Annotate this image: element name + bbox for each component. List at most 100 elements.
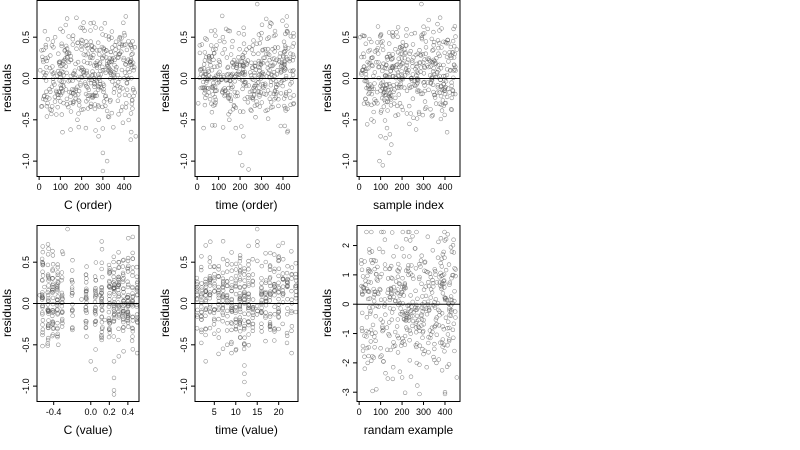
data-point: [451, 321, 456, 326]
data-point: [246, 294, 251, 299]
data-point: [240, 86, 245, 92]
data-point: [212, 331, 217, 336]
data-point: [197, 50, 203, 56]
data-point: [382, 297, 387, 302]
data-point: [391, 306, 396, 312]
data-point: [115, 98, 121, 103]
data-point: [242, 266, 247, 271]
data-point: [451, 26, 456, 32]
data-point: [447, 325, 452, 331]
data-point: [442, 86, 447, 91]
data-point: [451, 55, 457, 60]
data-point: [227, 92, 233, 98]
data-point: [366, 84, 371, 89]
data-point: [417, 262, 422, 267]
data-point: [122, 33, 127, 38]
data-point: [224, 55, 230, 60]
data-point: [92, 274, 98, 279]
data-point: [235, 90, 240, 95]
y-axis-title: residuals: [158, 289, 172, 337]
data-point: [381, 359, 386, 364]
data-point: [213, 33, 218, 38]
data-point: [94, 79, 100, 84]
data-point: [443, 267, 449, 273]
data-point: [284, 14, 290, 19]
data-point: [211, 51, 217, 56]
data-point: [119, 67, 125, 73]
data-point: [291, 68, 296, 73]
data-point: [242, 341, 247, 346]
data-point: [71, 71, 76, 76]
data-point: [360, 68, 365, 73]
data-point: [121, 55, 126, 61]
data-point: [93, 60, 98, 66]
data-point: [199, 340, 204, 346]
data-point: [233, 283, 238, 288]
data-point: [122, 92, 128, 98]
data-point: [250, 328, 255, 333]
data-point: [440, 337, 445, 342]
data-point: [448, 107, 454, 112]
data-point: [246, 167, 251, 172]
data-point: [240, 163, 245, 168]
data-point: [435, 85, 440, 90]
data-point: [417, 48, 422, 53]
data-point: [257, 94, 262, 99]
data-point: [88, 359, 93, 364]
data-point: [45, 242, 51, 247]
data-point: [203, 332, 208, 338]
data-point: [267, 263, 273, 268]
data-point: [214, 88, 219, 93]
chart-panel-4: -0.4 0.0 0.2 0.4-1.0-0.50.00.5C (value)resi…: [0, 225, 140, 437]
data-point: [121, 319, 126, 325]
data-point: [397, 369, 403, 374]
data-point: [84, 296, 89, 301]
data-point: [281, 257, 286, 262]
data-point: [60, 88, 65, 94]
data-point: [442, 229, 447, 235]
data-point: [239, 124, 244, 129]
data-point: [256, 89, 262, 94]
data-point: [220, 298, 226, 303]
data-point: [283, 45, 288, 50]
data-point: [276, 97, 281, 102]
data-point: [233, 73, 238, 79]
data-point: [99, 337, 104, 343]
data-point: [278, 64, 284, 69]
data-point: [432, 303, 437, 308]
data-point: [439, 108, 445, 113]
data-point: [116, 326, 121, 331]
data-point: [52, 99, 58, 104]
data-point: [130, 326, 135, 331]
data-point: [124, 80, 129, 85]
data-point: [84, 39, 89, 44]
plot-frame: [36, 0, 140, 177]
data-point: [258, 36, 264, 41]
data-point: [202, 50, 207, 55]
data-point: [370, 260, 375, 266]
data-point: [389, 317, 394, 322]
data-point: [395, 112, 401, 117]
data-point: [388, 295, 393, 300]
data-point: [221, 288, 226, 293]
data-point: [442, 50, 447, 55]
data-point: [59, 79, 64, 84]
data-point: [402, 284, 407, 289]
data-point: [58, 26, 63, 32]
data-point: [272, 284, 277, 289]
data-point: [225, 262, 230, 267]
data-point: [423, 293, 429, 299]
data-point: [375, 278, 380, 283]
data-point: [420, 335, 425, 340]
data-point: [453, 68, 458, 73]
data-point: [246, 305, 251, 311]
data-point: [422, 79, 427, 85]
data-point: [288, 34, 293, 39]
data-point: [63, 22, 68, 28]
data-point: [421, 24, 426, 29]
data-point: [415, 89, 420, 94]
data-point: [272, 49, 277, 54]
data-point: [224, 279, 230, 284]
data-point: [211, 76, 217, 82]
data-point: [373, 258, 378, 264]
